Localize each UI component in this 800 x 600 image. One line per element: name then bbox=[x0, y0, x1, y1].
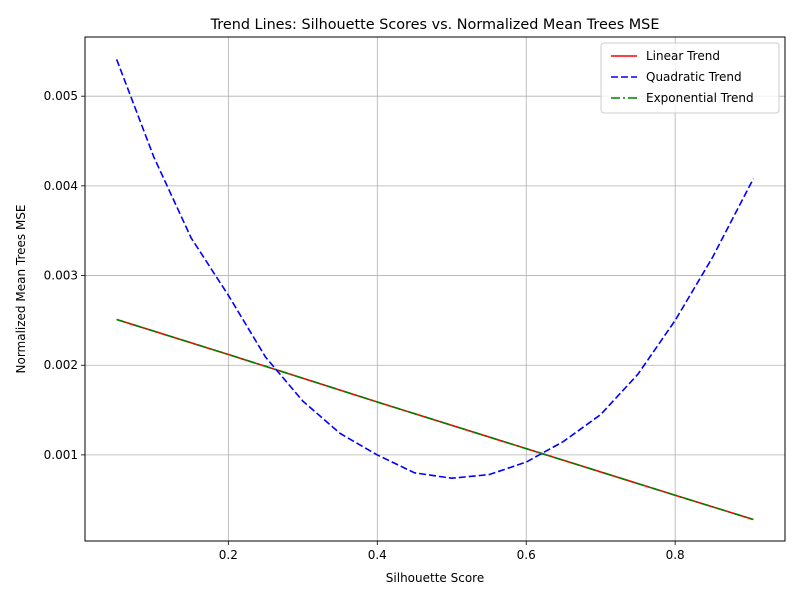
y-tick-label: 0.003 bbox=[44, 269, 78, 283]
series-lines bbox=[115, 59, 755, 521]
x-axis-label: Silhouette Score bbox=[386, 571, 484, 585]
chart-title: Trend Lines: Silhouette Scores vs. Norma… bbox=[210, 17, 660, 33]
legend-label: Linear Trend bbox=[646, 49, 720, 63]
y-tick-label: 0.002 bbox=[44, 358, 78, 372]
y-axis-label: Normalized Mean Trees MSE bbox=[14, 205, 28, 374]
grid bbox=[85, 37, 785, 541]
x-tick-label: 0.4 bbox=[368, 548, 387, 562]
y-tick-label: 0.004 bbox=[44, 179, 78, 193]
y-tick-label: 0.001 bbox=[44, 448, 78, 462]
series-line-exponential-trend bbox=[116, 318, 754, 521]
legend-box bbox=[600, 42, 780, 114]
axis-ticks: 0.2 0.4 0.6 0.8 0.001 0.002 0.003 0.004 0.005 bbox=[44, 89, 685, 562]
x-tick-label: 0.2 bbox=[219, 548, 238, 562]
x-tick-label: 0.8 bbox=[666, 548, 685, 562]
plot-frame bbox=[84, 36, 786, 542]
series-line-quadratic-trend bbox=[115, 59, 755, 480]
legend-label: Quadratic Trend bbox=[646, 70, 742, 84]
legend-label: Exponential Trend bbox=[646, 91, 754, 105]
y-tick-label: 0.005 bbox=[44, 89, 78, 103]
x-tick-label: 0.6 bbox=[517, 548, 536, 562]
legend: Linear Trend Quadratic Trend Exponential T… bbox=[600, 42, 780, 114]
